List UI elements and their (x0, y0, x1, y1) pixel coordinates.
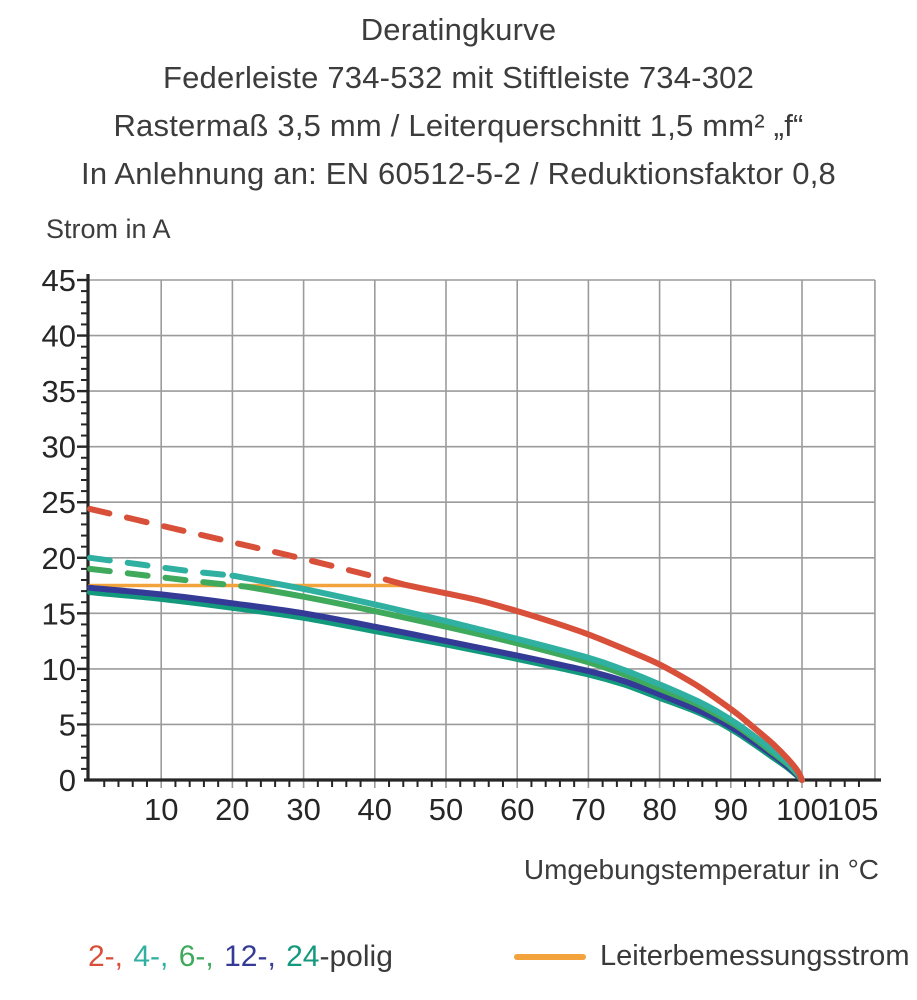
svg-text:100: 100 (776, 792, 828, 827)
chart-title-block: Deratingkurve Federleiste 734-532 mit St… (0, 6, 917, 198)
legend-2-polig: 2-, (88, 940, 124, 973)
conductor-legend: Leiterbemessungsstrom (514, 940, 909, 973)
derating-chart: 0 5 10 15 20 25 30 35 40 45 10 20 30 40 50 60 70 80 90 1001… (42, 263, 881, 827)
svg-text:25: 25 (42, 485, 76, 520)
svg-text:30: 30 (42, 430, 76, 465)
svg-text:15: 15 (42, 596, 76, 631)
legend-24-polig: 24 (286, 940, 320, 973)
legend-12-polig: 12-, (224, 940, 276, 973)
svg-text:20: 20 (215, 792, 249, 827)
conductor-line-swatch (514, 953, 586, 960)
svg-text:45: 45 (42, 263, 76, 298)
svg-text:30: 30 (286, 792, 320, 827)
chart-subtitle-1: Federleiste 734-532 mit Stiftleiste 734-… (162, 60, 755, 95)
svg-text:80: 80 (642, 792, 676, 827)
svg-text:40: 40 (358, 792, 392, 827)
svg-text:10: 10 (144, 792, 178, 827)
conductor-line-label: Leiterbemessungsstrom (600, 940, 910, 972)
legend-6-polig: 6-, (178, 940, 214, 973)
legend-polig-suffix: -polig (319, 940, 393, 973)
chart-subtitle-2: Rastermaß 3,5 mm / Leiterquerschnitt 1,5… (113, 108, 804, 143)
poles-legend: 2-, 4-, 6-, 12-, 24-polig (88, 940, 395, 974)
svg-text:10: 10 (42, 652, 76, 687)
svg-text:105: 105 (827, 792, 879, 827)
svg-text:5: 5 (59, 707, 76, 742)
svg-text:0: 0 (59, 763, 76, 798)
svg-text:90: 90 (714, 792, 748, 827)
svg-text:70: 70 (571, 792, 605, 827)
chart-title: Deratingkurve (360, 12, 557, 47)
x-axis-title: Umgebungstemperatur in °C (523, 854, 879, 885)
svg-text:35: 35 (42, 374, 76, 409)
svg-text:40: 40 (42, 319, 76, 354)
chart-subtitle-3: In Anlehnung an: EN 60512-5-2 / Reduktio… (81, 156, 836, 191)
svg-text:60: 60 (500, 792, 534, 827)
svg-text:20: 20 (42, 541, 76, 576)
legend-4-polig: 4-, (133, 940, 169, 973)
svg-text:50: 50 (429, 792, 463, 827)
y-axis-title: Strom in A (46, 214, 171, 244)
